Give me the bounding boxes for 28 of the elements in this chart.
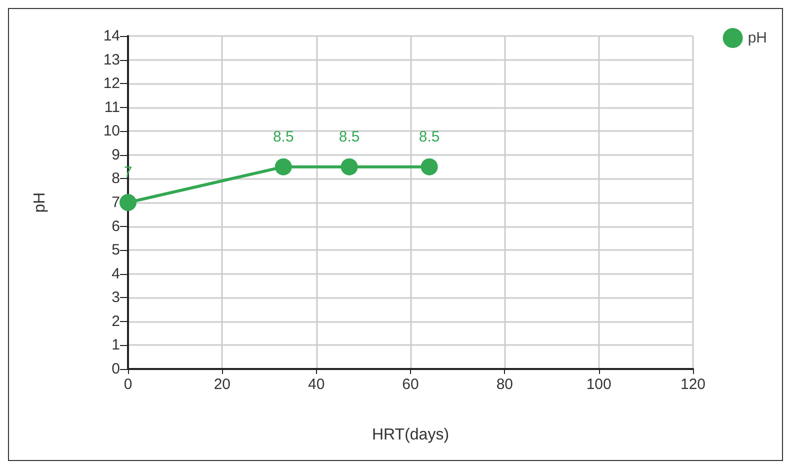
y-tick-label: 13 xyxy=(103,51,120,68)
data-label: 8.5 xyxy=(418,128,440,146)
x-tick-label: 120 xyxy=(680,376,706,393)
data-label: 8.5 xyxy=(338,128,360,146)
y-tick-label: 10 xyxy=(103,122,120,140)
y-tick-label: 7 xyxy=(112,194,120,211)
y-tick-label: 1 xyxy=(112,336,120,354)
y-tick-label: 12 xyxy=(103,75,120,92)
data-label: 8.5 xyxy=(272,128,294,146)
y-tick-label: 11 xyxy=(104,98,120,116)
y-tick-label: 8 xyxy=(112,170,120,188)
y-tick-label: 0 xyxy=(112,360,120,378)
y-tick-label: 5 xyxy=(112,242,120,259)
x-axis-title: HRT(days) xyxy=(372,426,450,444)
y-axis-title: pH xyxy=(32,192,48,213)
x-tick-label: 0 xyxy=(124,376,132,393)
x-tick-label: 60 xyxy=(402,376,419,393)
y-tick-label: 3 xyxy=(112,289,120,306)
legend-label: pH xyxy=(748,30,768,46)
x-tick-label: 100 xyxy=(586,376,612,393)
y-tick-label: 4 xyxy=(112,265,120,282)
y-tick-label: 2 xyxy=(112,312,120,330)
y-tick-label: 14 xyxy=(103,28,120,44)
y-tick-label: 6 xyxy=(112,218,120,235)
x-tick-label: 80 xyxy=(496,376,514,393)
y-tick-label: 9 xyxy=(112,146,120,164)
x-tick-label: 40 xyxy=(308,376,325,393)
x-tick-label: 20 xyxy=(214,376,231,393)
